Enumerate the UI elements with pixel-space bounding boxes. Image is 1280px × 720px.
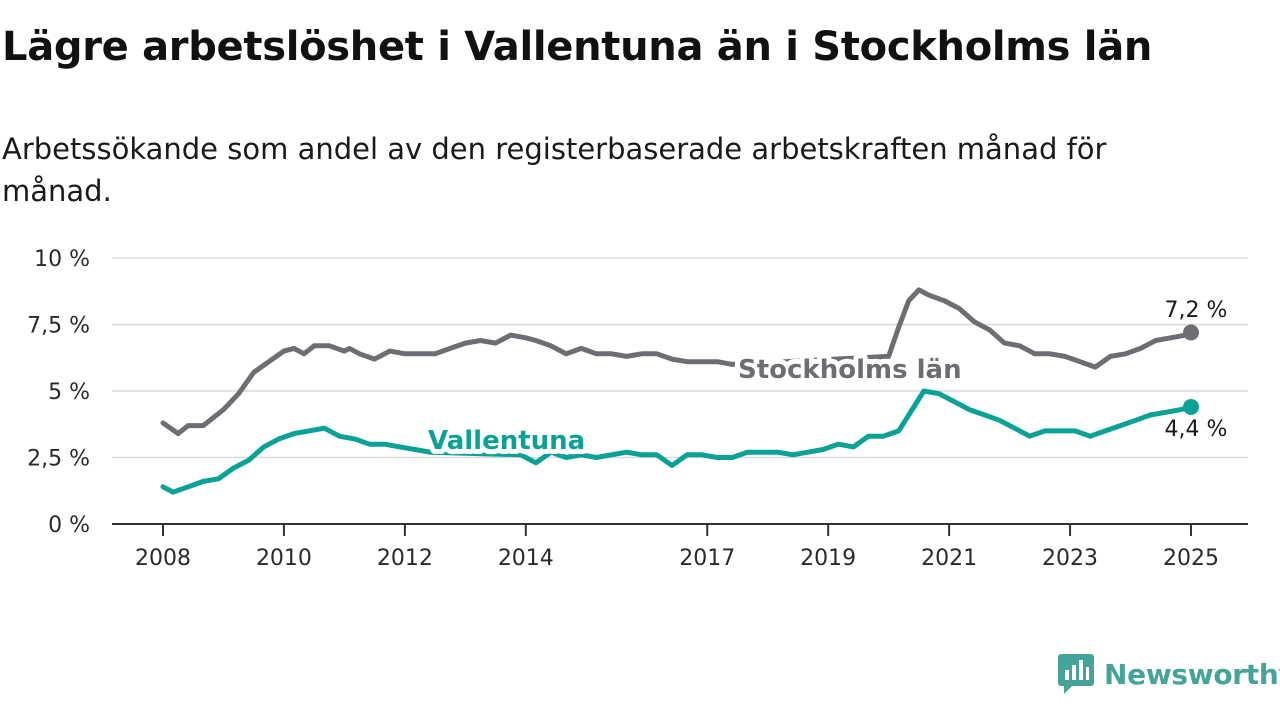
- x-tick-label: 2025: [1163, 546, 1219, 571]
- end-point-1: [1183, 398, 1199, 415]
- chart-title: Lägre arbetslöshet i Vallentuna än i Sto…: [2, 24, 1153, 70]
- y-tick-label: 7,5 %: [27, 314, 90, 339]
- x-tick-label: 2019: [800, 546, 856, 571]
- newsworthy-wordmark: Newsworthy: [1104, 657, 1280, 691]
- x-tick-label: 2008: [135, 546, 191, 571]
- newsworthy-logo-icon: [1058, 654, 1094, 694]
- x-tick-label: 2017: [679, 546, 735, 571]
- y-tick-label: 5 %: [48, 380, 90, 405]
- chart-subtitle: Arbetssökande som andel av den registerb…: [2, 132, 1107, 208]
- y-tick-label: 2,5 %: [27, 447, 90, 472]
- series-line-0: [160, 287, 1194, 437]
- x-tick-label: 2023: [1042, 546, 1098, 571]
- axes: 0 % 2,5 % 5 % 7,5 % 10 % 2008 2010 2012 2014 2017…: [27, 247, 1248, 571]
- series-line-1: [160, 388, 1194, 495]
- end-point-0: [1183, 324, 1199, 341]
- y-tick-label: 10 %: [34, 247, 90, 272]
- x-tick-label: 2012: [377, 546, 433, 571]
- series-label-vallentuna: Vallentuna: [428, 426, 585, 456]
- series-labels: Stockholms län Vallentuna 7,2 % 4,4 %: [423, 298, 1228, 461]
- grid-lines: [112, 257, 1248, 459]
- x-tick-label: 2010: [256, 546, 312, 571]
- x-tick-label: 2021: [921, 546, 977, 571]
- end-value-stockholms-lan: 7,2 %: [1165, 298, 1228, 323]
- end-value-vallentuna: 4,4 %: [1165, 417, 1228, 442]
- x-tick-label: 2014: [498, 546, 554, 571]
- series-label-stockholms-lan: Stockholms län: [738, 355, 962, 385]
- y-tick-label: 0 %: [48, 513, 90, 538]
- newsworthy-logo: Newsworthy: [1058, 654, 1280, 694]
- series-lines: [160, 287, 1199, 495]
